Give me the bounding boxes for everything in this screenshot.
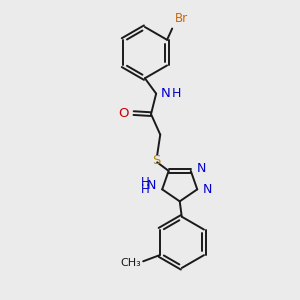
Text: Br: Br bbox=[175, 13, 188, 26]
Text: H: H bbox=[172, 87, 181, 100]
Text: N: N bbox=[203, 183, 212, 196]
Text: N: N bbox=[147, 179, 156, 192]
Text: N: N bbox=[161, 87, 170, 100]
Text: O: O bbox=[118, 106, 128, 120]
Text: H: H bbox=[141, 183, 150, 196]
Text: CH₃: CH₃ bbox=[120, 258, 141, 268]
Text: N: N bbox=[196, 162, 206, 176]
Text: H: H bbox=[141, 176, 150, 189]
Text: S: S bbox=[152, 154, 160, 167]
